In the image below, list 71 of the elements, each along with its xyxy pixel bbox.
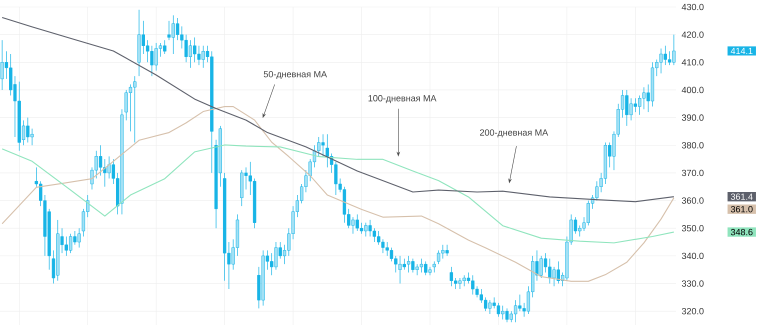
y-tick-label: 360.0 — [682, 197, 704, 204]
candlestick — [638, 95, 642, 116]
candlestick — [68, 233, 72, 254]
candlestick — [629, 98, 633, 121]
candlestick — [406, 256, 410, 273]
candlestick — [133, 76, 136, 143]
candlestick — [556, 261, 560, 284]
y-tick-label: 320.0 — [682, 308, 704, 314]
text: 414.1 — [730, 48, 753, 54]
candlestick — [415, 264, 419, 276]
candlestick — [450, 266, 454, 287]
candlestick — [188, 40, 192, 68]
candlestick — [351, 216, 355, 234]
line-series — [2, 16, 674, 202]
text: 361.4 — [730, 194, 753, 200]
candlestick — [124, 90, 128, 121]
candlestick — [30, 128, 34, 146]
candlestick — [595, 180, 599, 201]
line-series — [2, 144, 674, 244]
candlestick — [321, 134, 325, 157]
candlestick — [514, 300, 518, 323]
y-tick-label: 410.0 — [682, 59, 704, 66]
candlestick — [274, 242, 278, 270]
candlestick — [390, 247, 394, 262]
candlestick — [176, 18, 180, 41]
candlestick — [372, 228, 376, 242]
candlestick — [445, 244, 449, 256]
candlestick — [398, 256, 402, 284]
candlestick — [381, 238, 385, 254]
y-tick-label: 420.0 — [682, 31, 704, 38]
text: 361.0 — [730, 206, 753, 212]
candlestick — [668, 50, 672, 66]
candlestick — [150, 45, 154, 76]
y-tick-label: 340.0 — [682, 252, 704, 260]
line-series — [2, 106, 674, 282]
candlestick — [518, 294, 522, 312]
candlestick — [128, 84, 132, 132]
y-tick-label: 370.0 — [682, 170, 704, 176]
annotation: 50-дневная MA — [264, 70, 327, 80]
annotation: 200-дневная MA — [480, 129, 548, 138]
candlestick — [488, 300, 492, 314]
candlestick — [0, 40, 4, 90]
candlestick — [376, 230, 380, 246]
candlestick — [634, 98, 638, 112]
candlestick — [420, 258, 424, 273]
candlestick — [496, 302, 500, 318]
candlestick — [505, 308, 509, 323]
y-tick-label: 350.0 — [682, 225, 704, 232]
candlestick — [184, 34, 188, 63]
text: 348.6 — [730, 228, 753, 236]
candlestick — [197, 45, 201, 66]
y-tick-label: 390.0 — [682, 114, 704, 121]
y-tick-label: 400.0 — [682, 86, 704, 94]
candlestick — [368, 220, 372, 237]
candlestick — [659, 48, 663, 74]
candlestick — [77, 228, 81, 248]
candlestick — [411, 258, 415, 273]
candlestick — [484, 297, 488, 312]
annotation: 100-дневная MA — [368, 95, 436, 104]
candlestick — [642, 86, 646, 110]
y-tick-label: 380.0 — [682, 142, 704, 148]
candlestick — [436, 250, 440, 265]
candlestick — [107, 156, 111, 179]
candlestick — [552, 266, 556, 287]
candlestick — [672, 34, 676, 66]
y-tick-label: 330.0 — [682, 280, 704, 287]
candlestick — [458, 278, 462, 290]
candlestick — [98, 144, 102, 176]
candlestick — [432, 261, 436, 273]
y-tick-label: 430.0 — [682, 4, 704, 10]
candlestick — [360, 222, 364, 234]
